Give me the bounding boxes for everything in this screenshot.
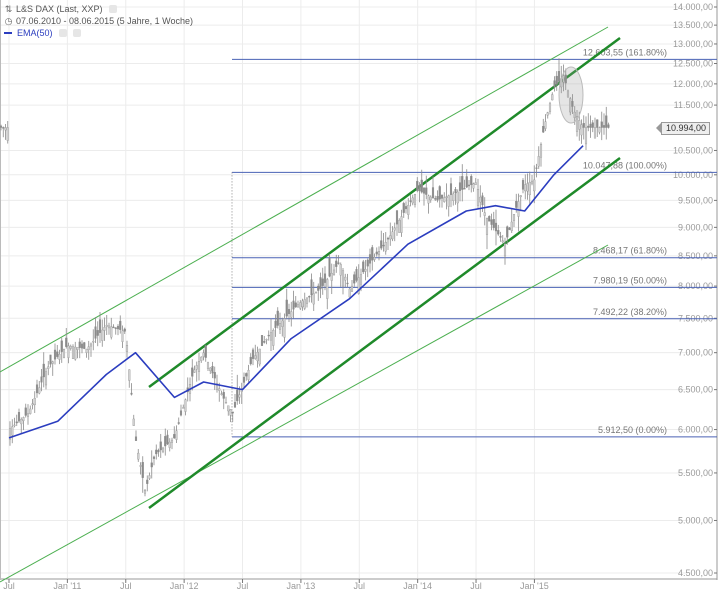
clock-icon: ◷	[4, 16, 13, 26]
svg-text:13.000,00: 13.000,00	[673, 39, 713, 49]
indicator-settings-button[interactable]	[58, 29, 67, 37]
svg-text:Jan '11: Jan '11	[53, 581, 81, 591]
svg-text:4.500,00: 4.500,00	[678, 568, 713, 578]
svg-text:5.912,50 (0.00%): 5.912,50 (0.00%)	[598, 425, 667, 435]
settings-button[interactable]	[108, 5, 117, 13]
svg-text:Jul: Jul	[237, 581, 249, 591]
svg-text:12.603,55 (161.80%): 12.603,55 (161.80%)	[583, 47, 667, 57]
svg-text:10.047,88 (100.00%): 10.047,88 (100.00%)	[583, 160, 667, 170]
svg-text:7.500,00: 7.500,00	[678, 313, 713, 323]
chart-legend: ⇅ L&S DAX (Last, XXP) ◷ 07.06.2010 - 08.…	[4, 3, 193, 39]
svg-text:Jul: Jul	[354, 581, 366, 591]
ema-50-line	[8, 145, 584, 439]
svg-text:5.000,00: 5.000,00	[678, 515, 713, 525]
svg-text:14.000,00: 14.000,00	[673, 2, 713, 12]
svg-text:8.468,17 (61.80%): 8.468,17 (61.80%)	[593, 246, 667, 256]
svg-text:7.000,00: 7.000,00	[678, 348, 713, 358]
svg-text:9.500,00: 9.500,00	[678, 195, 713, 205]
legend-ema-row[interactable]: EMA(50)	[4, 27, 193, 39]
indicator-remove-button[interactable]	[72, 29, 81, 37]
svg-text:8.000,00: 8.000,00	[678, 281, 713, 291]
last-price-marker: 10.994,00	[655, 121, 710, 135]
svg-text:10.500,00: 10.500,00	[673, 145, 713, 155]
y-axis-labels: 14.000,00 13.500,00 13.000,00 12.500,00 12.0…	[673, 2, 717, 578]
svg-text:12.500,00: 12.500,00	[673, 59, 713, 69]
svg-text:Jan '15: Jan '15	[520, 581, 549, 591]
ema-indicator-label[interactable]: EMA(50)	[17, 28, 53, 38]
legend-range-row: ◷ 07.06.2010 - 08.06.2015 (5 Jahre, 1 Wo…	[4, 15, 193, 27]
svg-text:Jan '12: Jan '12	[170, 581, 199, 591]
svg-text:8.500,00: 8.500,00	[678, 251, 713, 261]
svg-text:10.000,00: 10.000,00	[673, 170, 713, 180]
svg-text:6.500,00: 6.500,00	[678, 385, 713, 395]
svg-text:Jul: Jul	[120, 581, 132, 591]
svg-text:Jul: Jul	[470, 581, 482, 591]
svg-text:Jan '14: Jan '14	[403, 581, 432, 591]
instrument-title: L&S DAX (Last, XXP)	[16, 4, 103, 14]
ema-line-swatch-icon	[4, 32, 12, 34]
date-range: 07.06.2010 - 08.06.2015 (5 Jahre, 1 Woch…	[16, 16, 193, 26]
svg-text:Jan '13: Jan '13	[287, 581, 316, 591]
svg-text:13.500,00: 13.500,00	[673, 20, 713, 30]
x-axis-labels: Jul Jan '11 Jul Jan '12 Jul Jan '13 Jul Jan '14…	[3, 579, 549, 591]
svg-text:11.500,00: 11.500,00	[674, 100, 713, 110]
svg-text:5.500,00: 5.500,00	[678, 468, 713, 478]
grid	[0, 0, 688, 578]
svg-text:Jul: Jul	[3, 581, 15, 591]
svg-text:6.000,00: 6.000,00	[678, 425, 713, 435]
svg-text:7.980,19 (50.00%): 7.980,19 (50.00%)	[593, 275, 667, 285]
price-bars	[0, 58, 610, 497]
svg-text:7.492,22 (38.20%): 7.492,22 (38.20%)	[593, 307, 667, 317]
fibonacci-retracement[interactable]: 12.603,55 (161.80%) 10.047,88 (100.00%) 8.…	[231, 47, 717, 438]
top-highlight-ellipse[interactable]	[558, 66, 584, 124]
chart-type-icon: ⇅	[4, 4, 13, 14]
legend-title-row: ⇅ L&S DAX (Last, XXP)	[4, 3, 193, 15]
trend-channels[interactable]	[0, 26, 621, 583]
svg-text:12.000,00: 12.000,00	[673, 79, 713, 89]
svg-text:9.000,00: 9.000,00	[678, 222, 713, 232]
